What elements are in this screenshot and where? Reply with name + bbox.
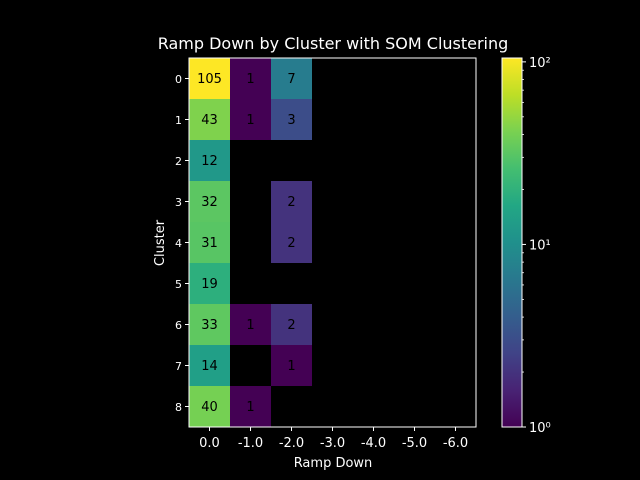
colorbar: 10⁰ 10¹ 10²: [501, 56, 551, 436]
x-tick-label: -2.0: [279, 436, 304, 451]
cell-value-label: 31: [201, 236, 218, 251]
colorbar-tick-label: 10⁰: [529, 421, 551, 436]
heatmap-cell: [189, 58, 230, 99]
heatmap-cell: [271, 304, 312, 345]
heatmap-cell: [230, 304, 271, 345]
y-tick-label: 7: [175, 360, 182, 373]
heatmap-cell: [189, 345, 230, 386]
x-tick-label: -3.0: [320, 436, 345, 451]
cell-value-label: 7: [287, 72, 295, 87]
x-tick-label: -1.0: [238, 436, 263, 451]
heatmap-cell: [189, 222, 230, 263]
y-axis-title: Cluster: [153, 219, 168, 266]
heatmap-cell: [271, 99, 312, 140]
cell-value-label: 32: [201, 195, 218, 210]
heatmap-cell: [189, 181, 230, 222]
y-tick-label: 1: [175, 114, 182, 127]
x-tick-label: -6.0: [443, 436, 468, 451]
cell-value-label: 3: [287, 113, 295, 128]
heatmap-cell: [230, 386, 271, 427]
colorbar-gradient: [502, 58, 522, 427]
colorbar-tick-label: 10¹: [529, 238, 551, 253]
y-tick-label: 4: [175, 237, 182, 250]
heatmap-cell: [189, 99, 230, 140]
heatmap-cell: [189, 140, 230, 181]
heatmap-cell: [189, 386, 230, 427]
cell-value-label: 1: [287, 359, 295, 374]
heatmap-cell: [189, 304, 230, 345]
colorbar-tick-label: 10²: [529, 56, 551, 71]
y-tick-label: 0: [175, 73, 182, 86]
x-tick-label: 0.0: [199, 436, 220, 451]
cell-value-label: 19: [201, 277, 218, 292]
cell-value-label: 1: [246, 400, 254, 415]
y-tick-label: 8: [175, 401, 182, 414]
cell-value-label: 2: [287, 236, 295, 251]
heatmap-cell: [230, 58, 271, 99]
cell-value-label: 1: [246, 113, 254, 128]
cell-value-label: 105: [197, 72, 222, 87]
cell-value-label: 1: [246, 318, 254, 333]
heatmap-cell: [271, 345, 312, 386]
x-tick-label: -5.0: [402, 436, 427, 451]
heatmap-cell: [271, 222, 312, 263]
cell-value-label: 1: [246, 72, 254, 87]
y-tick-label: 3: [175, 196, 182, 209]
cell-value-label: 2: [287, 318, 295, 333]
y-tick-label: 6: [175, 319, 182, 332]
colorbar-frame: [501, 57, 523, 428]
cell-value-label: 40: [201, 400, 218, 415]
y-tick-label: 5: [175, 278, 182, 291]
x-axis-title: Ramp Down: [294, 456, 373, 471]
heatmap-cell: [271, 181, 312, 222]
cell-value-label: 2: [287, 195, 295, 210]
heatmap-cell: [271, 58, 312, 99]
y-tick-label: 2: [175, 155, 182, 168]
chart-title: Ramp Down by Cluster with SOM Clustering: [158, 34, 509, 53]
heatmap-cell: [230, 99, 271, 140]
x-tick-label: -4.0: [361, 436, 386, 451]
cell-value-label: 33: [201, 318, 218, 333]
cell-value-label: 43: [201, 113, 218, 128]
heatmap-cell: [189, 263, 230, 304]
cell-value-label: 14: [201, 359, 218, 374]
cell-value-label: 12: [201, 154, 218, 169]
